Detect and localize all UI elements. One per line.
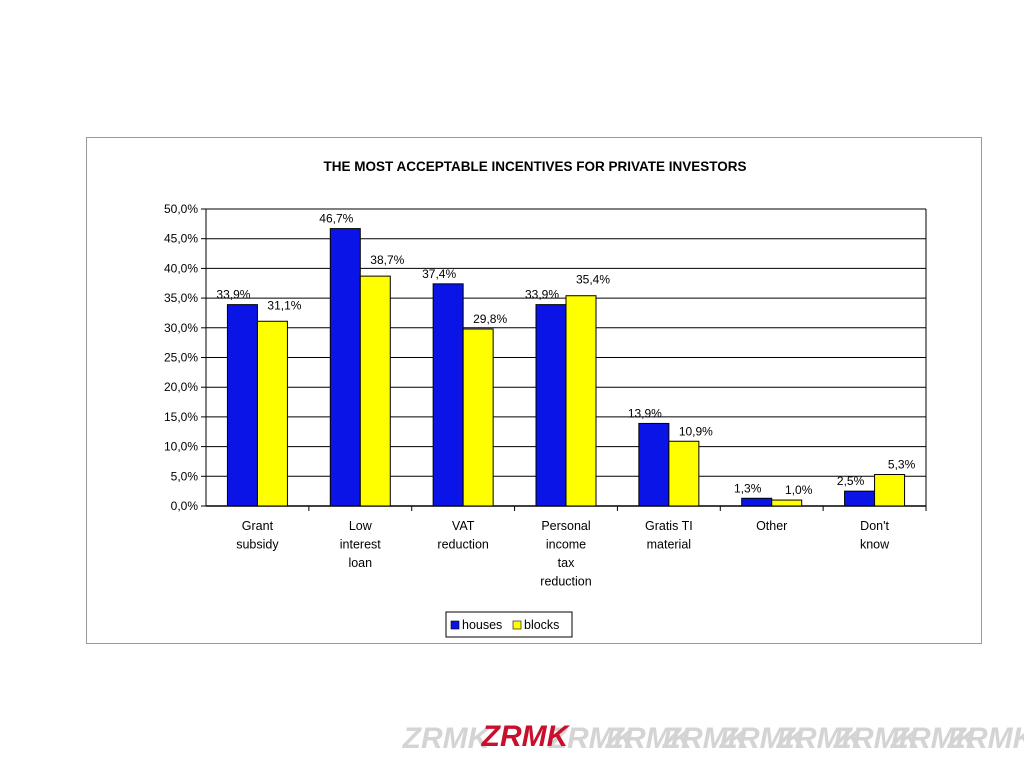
legend-swatch-blocks	[512, 620, 522, 630]
bar-blocks	[565, 295, 597, 507]
bar-houses	[741, 497, 773, 507]
data-label-blocks: 5,3%	[888, 458, 916, 472]
bar-houses	[226, 304, 258, 507]
y-tick-label: 15,0%	[164, 410, 198, 424]
x-category-label: interest	[340, 538, 382, 552]
watermark-logo: ZRMK	[719, 722, 809, 755]
bar-houses	[844, 490, 876, 507]
data-label-houses: 46,7%	[319, 212, 353, 226]
y-axis-ticks: 0,0% 5,0% 10,0% 15,0% 20,0% 25,0% 30,0% 35,0% 40…	[164, 202, 198, 513]
data-label-houses: 33,9%	[216, 288, 250, 302]
bar-blocks	[359, 275, 391, 507]
data-label-blocks: 1,0%	[785, 483, 813, 497]
bar-houses	[329, 228, 361, 507]
data-label-houses: 33,9%	[525, 288, 559, 302]
zrmk-logo: ZRMK	[481, 720, 571, 753]
watermark-logo: ZRMK	[833, 722, 923, 755]
data-label-layer: 33,9% 31,1% 46,7% 38,7% 37,4% 29,8% 33,9% 35,4%…	[216, 212, 915, 497]
x-category-label: Other	[756, 519, 787, 533]
data-label-blocks: 31,1%	[267, 298, 301, 312]
bar-blocks	[874, 474, 906, 507]
x-category-label: loan	[348, 556, 372, 570]
chart-frame: THE MOST ACCEPTABLE INCENTIVES FOR PRIVA…	[86, 137, 982, 644]
legend-label-houses: houses	[462, 618, 502, 632]
legend: houses blocks	[445, 611, 573, 638]
x-category-label: know	[860, 538, 890, 552]
x-category-label: tax	[558, 556, 575, 570]
legend-swatch-houses	[450, 620, 460, 630]
bar-blocks	[462, 328, 494, 507]
y-tick-label: 45,0%	[164, 232, 198, 246]
x-category-label: Gratis TI	[645, 519, 693, 533]
watermark-logo: ZRMK	[947, 722, 1024, 755]
x-axis-labels: Grant subsidy Low interest loan VAT reduction P…	[236, 519, 890, 589]
data-label-blocks: 35,4%	[576, 273, 610, 287]
y-tick-label: 50,0%	[164, 202, 198, 216]
data-label-houses: 1,3%	[734, 481, 762, 495]
y-tick-label: 20,0%	[164, 380, 198, 394]
x-category-label: material	[647, 538, 691, 552]
bar-houses	[432, 283, 464, 507]
legend-label-blocks: blocks	[524, 618, 559, 632]
data-label-blocks: 10,9%	[679, 424, 713, 438]
legend-box	[445, 611, 573, 638]
data-label-blocks: 29,8%	[473, 312, 507, 326]
y-tick-label: 35,0%	[164, 291, 198, 305]
y-tick-label: 25,0%	[164, 351, 198, 365]
x-category-label: Grant	[242, 519, 274, 533]
bar-blocks	[668, 440, 700, 507]
y-tick-label: 5,0%	[171, 469, 199, 483]
x-category-label: reduction	[540, 575, 591, 589]
watermark-logo: ZRMK	[402, 722, 492, 755]
bar-houses	[535, 304, 567, 507]
chart-svg: THE MOST ACCEPTABLE INCENTIVES FOR PRIVA…	[164, 159, 927, 638]
bar-blocks	[256, 320, 288, 507]
watermark-logo: ZRMK	[548, 722, 638, 755]
x-category-label: Personal	[541, 519, 590, 533]
y-tick-label: 30,0%	[164, 321, 198, 335]
data-label-blocks: 38,7%	[370, 253, 404, 267]
y-tick-label: 40,0%	[164, 261, 198, 275]
watermark-logo: ZRMK	[890, 722, 980, 755]
watermark-logo: ZRMK	[662, 722, 752, 755]
x-category-label: Don't	[860, 519, 889, 533]
x-category-label: Low	[349, 519, 373, 533]
chart-title: THE MOST ACCEPTABLE INCENTIVES FOR PRIVA…	[323, 159, 746, 174]
y-tick-label: 0,0%	[171, 499, 199, 513]
x-category-label: VAT	[452, 519, 475, 533]
data-label-houses: 37,4%	[422, 267, 456, 281]
x-category-label: income	[546, 538, 586, 552]
watermark-logo: ZRMK	[776, 722, 866, 755]
bar-layer	[226, 228, 906, 507]
y-tick-label: 10,0%	[164, 440, 198, 454]
bar-blocks	[771, 499, 803, 507]
data-label-houses: 13,9%	[628, 406, 662, 420]
watermark-pattern: ZRMKZRMKZRMKZRMKZRMKZRMKZRMKZRMKZRMK	[402, 722, 1024, 755]
bar-houses	[638, 422, 670, 507]
data-label-houses: 2,5%	[837, 474, 865, 488]
watermark-logo: ZRMK	[605, 722, 695, 755]
x-category-label: subsidy	[236, 538, 279, 552]
x-category-label: reduction	[437, 538, 488, 552]
